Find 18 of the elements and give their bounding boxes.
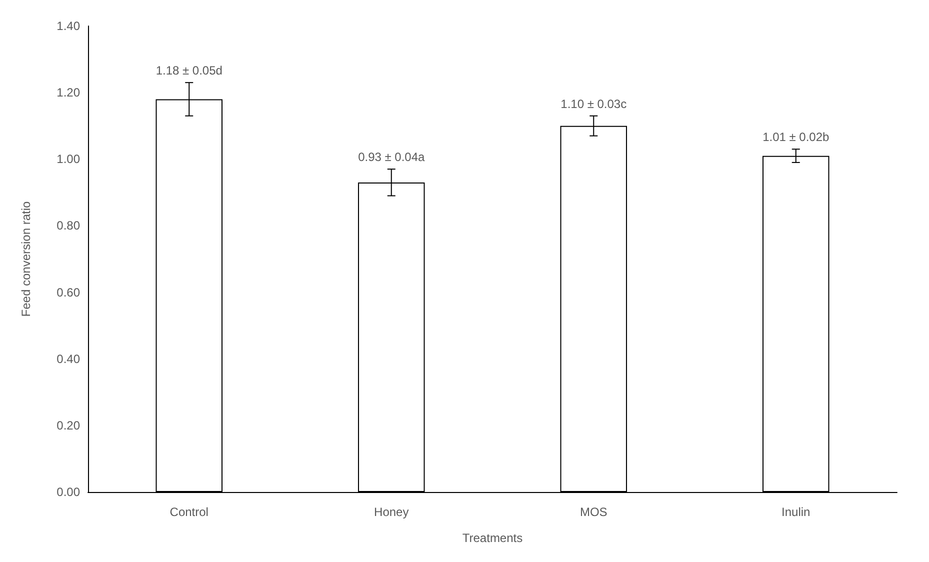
y-tick-label: 0.80 — [56, 218, 80, 233]
y-tick-label: 0.20 — [56, 418, 80, 432]
data-label: 1.18 ± 0.05d — [156, 64, 222, 78]
y-tick-label: 1.40 — [56, 19, 80, 33]
data-label: 0.93 ± 0.04a — [358, 150, 426, 164]
y-tick-label: 0.40 — [56, 352, 80, 366]
y-tick-label: 0.00 — [56, 485, 80, 499]
x-tick-label: Honey — [374, 505, 409, 519]
y-tick-label: 1.20 — [56, 86, 80, 100]
y-tick-label: 1.00 — [56, 152, 80, 166]
y-tick-label: 0.60 — [56, 285, 80, 300]
y-axis-title: Feed conversion ratio — [19, 200, 33, 317]
x-tick-label: MOS — [580, 505, 608, 519]
x-tick-label: Control — [170, 505, 208, 519]
data-label: 1.10 ± 0.03c — [560, 96, 627, 111]
x-tick-label: Inulin — [782, 505, 810, 519]
data-label: 1.01 ± 0.02b — [762, 130, 830, 144]
x-axis-title: Treatments — [462, 531, 523, 545]
